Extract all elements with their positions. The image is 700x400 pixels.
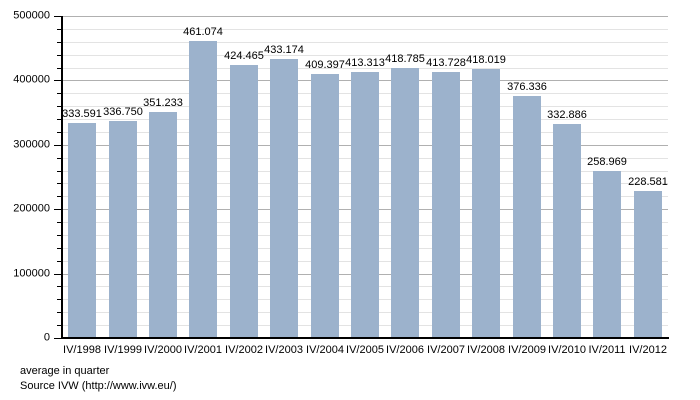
- y-axis-tick-label: 100000: [13, 267, 50, 280]
- y-major-tick: [54, 338, 62, 339]
- y-minor-tick: [57, 312, 62, 313]
- y-major-tick: [54, 145, 62, 146]
- bar: [351, 72, 379, 338]
- y-minor-tick: [57, 106, 62, 107]
- y-minor-tick: [57, 325, 62, 326]
- bar-value-label: 351.233: [143, 97, 183, 109]
- bar-value-label: 258.969: [587, 156, 627, 168]
- gridline-minor: [62, 42, 668, 43]
- y-axis-tick-label: 0: [43, 331, 50, 344]
- x-axis-tick-label: IV/2005: [346, 344, 384, 356]
- bar-value-label: 409.397: [305, 59, 345, 71]
- gridline-minor: [62, 55, 668, 56]
- y-major-tick: [54, 16, 62, 17]
- bar: [391, 68, 419, 338]
- x-axis-tick-label: IV/2001: [184, 344, 222, 356]
- y-axis-tick-label: 500000: [13, 9, 50, 22]
- x-axis-tick-label: IV/2008: [467, 344, 505, 356]
- y-minor-tick: [57, 55, 62, 56]
- x-axis-tick-label: IV/2000: [144, 344, 182, 356]
- bar: [593, 171, 621, 338]
- bar-value-label: 424.465: [224, 50, 264, 62]
- x-axis-tick-label: IV/2004: [306, 344, 344, 356]
- x-axis-tick-label: IV/2009: [508, 344, 546, 356]
- bar: [553, 124, 581, 338]
- x-axis-tick-label: IV/2007: [427, 344, 465, 356]
- y-axis-tick-label: 200000: [13, 202, 50, 215]
- bar-value-label: 433.174: [264, 44, 304, 56]
- y-minor-tick: [57, 132, 62, 133]
- bar: [472, 69, 500, 338]
- y-major-tick: [54, 274, 62, 275]
- y-minor-tick: [57, 261, 62, 262]
- bar-value-label: 376.336: [507, 81, 547, 93]
- bar: [513, 96, 541, 338]
- bar-value-label: 336.750: [103, 106, 143, 118]
- chart-source: Source IVW (http://www.ivw.eu/): [20, 380, 177, 392]
- bar-value-label: 461.074: [183, 26, 223, 38]
- x-axis-tick-label: IV/1998: [63, 344, 101, 356]
- y-minor-tick: [57, 248, 62, 249]
- bar: [270, 59, 298, 338]
- bar-value-label: 333.591: [62, 108, 102, 120]
- y-minor-tick: [57, 29, 62, 30]
- y-major-tick: [54, 209, 62, 210]
- y-axis-tick-label: 400000: [13, 73, 50, 86]
- bar: [149, 112, 177, 338]
- x-axis-tick-label: IV/2002: [225, 344, 263, 356]
- y-minor-tick: [57, 222, 62, 223]
- bar-value-label: 413.313: [345, 57, 385, 69]
- bar: [311, 74, 339, 338]
- y-minor-tick: [57, 158, 62, 159]
- bar: [68, 123, 96, 338]
- bar-value-label: 418.019: [466, 54, 506, 66]
- bar-value-label: 413.728: [426, 57, 466, 69]
- y-major-tick: [54, 80, 62, 81]
- y-axis-tick-label: 300000: [13, 138, 50, 151]
- y-axis-line: [61, 16, 63, 339]
- y-minor-tick: [57, 171, 62, 172]
- x-axis-tick-label: IV/2011: [588, 344, 626, 356]
- x-axis-line: [61, 337, 669, 339]
- y-minor-tick: [57, 286, 62, 287]
- y-minor-tick: [57, 196, 62, 197]
- bar-value-label: 228.581: [628, 176, 668, 188]
- y-minor-tick: [57, 183, 62, 184]
- x-axis-tick-label: IV/1999: [104, 344, 142, 356]
- y-minor-tick: [57, 93, 62, 94]
- bar: [432, 72, 460, 338]
- bar-value-label: 332.886: [547, 109, 587, 121]
- bar: [634, 191, 662, 338]
- bar: [109, 121, 137, 338]
- y-minor-tick: [57, 235, 62, 236]
- y-minor-tick: [57, 299, 62, 300]
- bar: [189, 41, 217, 338]
- gridline-minor: [62, 29, 668, 30]
- y-minor-tick: [57, 42, 62, 43]
- x-axis-tick-label: IV/2006: [386, 344, 424, 356]
- gridline-major: [62, 16, 668, 17]
- bar: [230, 65, 258, 338]
- chart-footer: average in quarter Source IVW (http://ww…: [20, 364, 177, 394]
- y-minor-tick: [57, 68, 62, 69]
- x-axis-tick-label: IV/2003: [265, 344, 303, 356]
- chart-note: average in quarter: [20, 365, 110, 377]
- y-minor-tick: [57, 119, 62, 120]
- x-axis-tick-label: IV/2012: [629, 344, 667, 356]
- bar-value-label: 418.785: [385, 53, 425, 65]
- gridline-minor: [62, 68, 668, 69]
- x-axis-tick-label: IV/2010: [548, 344, 586, 356]
